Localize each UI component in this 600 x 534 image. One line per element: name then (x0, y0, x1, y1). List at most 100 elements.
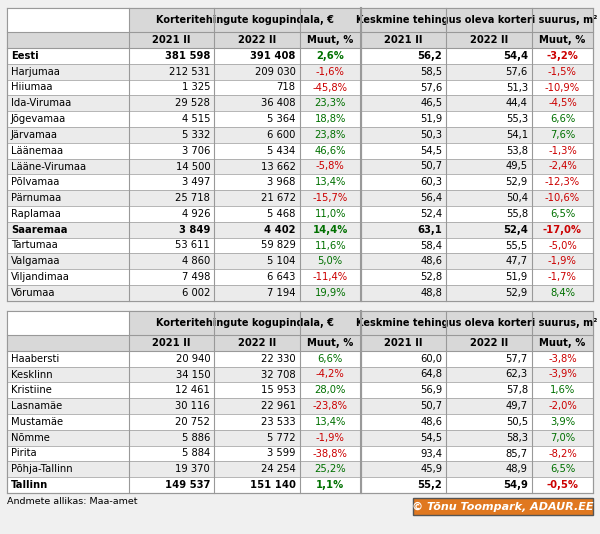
Text: 19,9%: 19,9% (314, 288, 346, 298)
Text: -2,0%: -2,0% (548, 401, 577, 411)
Text: Tartumaa: Tartumaa (11, 240, 58, 250)
Text: 15 953: 15 953 (261, 386, 296, 395)
Text: Hiiumaa: Hiiumaa (11, 82, 53, 92)
Text: 57,6: 57,6 (420, 82, 442, 92)
Text: 48,6: 48,6 (421, 256, 442, 266)
Text: 57,7: 57,7 (506, 354, 528, 364)
Text: 212 531: 212 531 (169, 67, 210, 77)
Bar (7, 398, 593, 414)
Bar (7, 8, 128, 32)
Text: 13 662: 13 662 (261, 161, 296, 171)
Text: 56,4: 56,4 (420, 193, 442, 203)
Text: 149 537: 149 537 (165, 480, 210, 490)
Text: -3,8%: -3,8% (548, 354, 577, 364)
Text: 55,8: 55,8 (506, 209, 528, 219)
Text: 151 140: 151 140 (250, 480, 296, 490)
Text: 58,5: 58,5 (420, 67, 442, 77)
Text: Harjumaa: Harjumaa (11, 67, 60, 77)
Text: 21 672: 21 672 (260, 193, 296, 203)
Text: Kesklinn: Kesklinn (11, 370, 53, 380)
Text: 85,7: 85,7 (506, 449, 528, 459)
Bar (7, 335, 593, 351)
Text: 7,0%: 7,0% (550, 433, 575, 443)
Bar (7, 367, 593, 382)
Text: 5,0%: 5,0% (317, 256, 343, 266)
Text: © Tõnu Toompark, ADAUR.EE: © Tõnu Toompark, ADAUR.EE (412, 501, 594, 512)
Bar (7, 64, 593, 80)
Text: 28,0%: 28,0% (314, 386, 346, 395)
Text: 58,4: 58,4 (421, 240, 442, 250)
Text: -38,8%: -38,8% (313, 449, 347, 459)
Text: 63,1: 63,1 (418, 225, 442, 235)
Text: -5,0%: -5,0% (548, 240, 577, 250)
Text: 6,6%: 6,6% (550, 114, 575, 124)
Bar (7, 159, 593, 175)
Text: 5 332: 5 332 (182, 130, 210, 140)
Text: 32 708: 32 708 (261, 370, 296, 380)
Text: -1,9%: -1,9% (316, 433, 344, 443)
Text: 47,7: 47,7 (506, 256, 528, 266)
Text: 51,9: 51,9 (420, 114, 442, 124)
Text: 36 408: 36 408 (261, 98, 296, 108)
Text: 3 599: 3 599 (267, 449, 296, 459)
Text: 48,9: 48,9 (506, 464, 528, 474)
Text: -1,3%: -1,3% (548, 146, 577, 156)
Bar (7, 96, 593, 111)
Text: 3 497: 3 497 (182, 177, 210, 187)
Text: 19 370: 19 370 (175, 464, 210, 474)
Text: Muut, %: Muut, % (307, 35, 353, 45)
Text: 20 752: 20 752 (175, 417, 210, 427)
Bar (7, 311, 128, 335)
Text: 54,4: 54,4 (503, 51, 528, 61)
Text: 34 150: 34 150 (176, 370, 210, 380)
Text: 381 598: 381 598 (165, 51, 210, 61)
Bar (7, 461, 593, 477)
Text: 7 194: 7 194 (267, 288, 296, 298)
Text: 50,4: 50,4 (506, 193, 528, 203)
Text: 5 364: 5 364 (267, 114, 296, 124)
Text: 52,4: 52,4 (503, 225, 528, 235)
Text: 2021 II: 2021 II (385, 35, 423, 45)
Text: 718: 718 (277, 82, 296, 92)
Text: Korteritehingute kogupindala, €: Korteritehingute kogupindala, € (156, 15, 334, 25)
Bar (128, 311, 593, 335)
Text: 58,3: 58,3 (506, 433, 528, 443)
Text: -10,6%: -10,6% (545, 193, 580, 203)
Text: 50,3: 50,3 (421, 130, 442, 140)
Text: 1,1%: 1,1% (316, 480, 344, 490)
Text: Saaremaa: Saaremaa (11, 225, 67, 235)
Text: Läänemaa: Läänemaa (11, 146, 63, 156)
Text: Raplamaa: Raplamaa (11, 209, 61, 219)
Text: 2022 II: 2022 II (238, 338, 276, 348)
Text: Keskmine tehingus oleva korteri suurus, m²: Keskmine tehingus oleva korteri suurus, … (356, 15, 598, 25)
Text: Muut, %: Muut, % (539, 35, 586, 45)
Text: Põlvamaa: Põlvamaa (11, 177, 59, 187)
Bar (7, 254, 593, 269)
Text: 23,3%: 23,3% (314, 98, 346, 108)
Text: -8,2%: -8,2% (548, 449, 577, 459)
Text: Kristiine: Kristiine (11, 386, 52, 395)
Text: 6,5%: 6,5% (550, 209, 575, 219)
Text: 5 434: 5 434 (268, 146, 296, 156)
Text: 2022 II: 2022 II (470, 338, 508, 348)
Text: Mustamäe: Mustamäe (11, 417, 63, 427)
Text: -45,8%: -45,8% (313, 82, 348, 92)
Text: 56,9: 56,9 (420, 386, 442, 395)
Text: 6 600: 6 600 (267, 130, 296, 140)
Text: 57,6: 57,6 (506, 67, 528, 77)
Text: Valgamaa: Valgamaa (11, 256, 61, 266)
Text: Korteritehingute kogupindala, €: Korteritehingute kogupindala, € (156, 318, 334, 328)
Text: 54,5: 54,5 (420, 433, 442, 443)
Text: 25,2%: 25,2% (314, 464, 346, 474)
Text: -3,2%: -3,2% (547, 51, 578, 61)
Text: Jõgevamaa: Jõgevamaa (11, 114, 66, 124)
Text: 6 643: 6 643 (267, 272, 296, 282)
Text: 50,7: 50,7 (420, 401, 442, 411)
Text: 3,9%: 3,9% (550, 417, 575, 427)
Text: 12 461: 12 461 (175, 386, 210, 395)
Text: 5 772: 5 772 (267, 433, 296, 443)
Text: 2021 II: 2021 II (385, 338, 423, 348)
Text: 24 254: 24 254 (261, 464, 296, 474)
Text: 3 706: 3 706 (182, 146, 210, 156)
Text: Andmete allikas: Maa-amet: Andmete allikas: Maa-amet (7, 497, 137, 506)
